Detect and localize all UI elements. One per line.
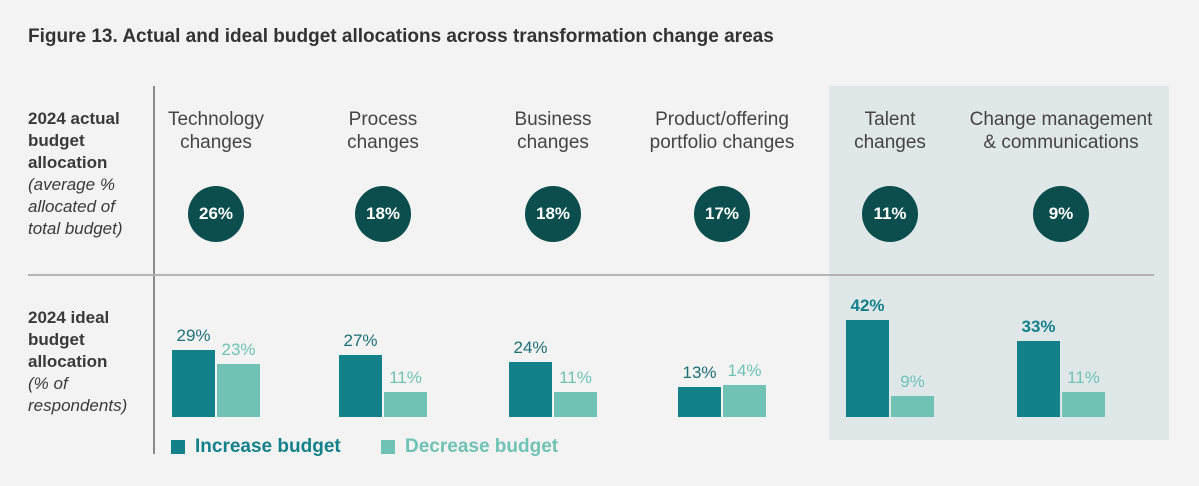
category-label-line: changes <box>347 132 419 153</box>
increase-bar <box>339 354 382 417</box>
row-label-actual: 2024 actual budget allocation (average %… <box>28 108 148 240</box>
figure-title: Figure 13. Actual and ideal budget alloc… <box>28 26 774 47</box>
legend-increase-swatch <box>171 440 185 454</box>
decrease-bar <box>554 391 597 417</box>
increase-bar <box>172 350 215 417</box>
row-label-actual-line: 2024 actual <box>28 109 120 128</box>
increase-bar <box>1017 340 1060 417</box>
category-label: Change management & communications <box>951 108 1171 154</box>
increase-value-label: 29% <box>176 326 211 346</box>
decrease-bar <box>723 384 766 417</box>
row-label-ideal-line: 2024 ideal <box>28 308 110 327</box>
category-label-line: Technology <box>167 109 265 130</box>
category-label: Product/offering portfolio changes <box>612 108 832 154</box>
actual-allocation-circle: 11% <box>862 186 918 242</box>
increase-bar <box>678 386 721 417</box>
decrease-bar <box>384 391 427 417</box>
legend-increase-label: Increase budget <box>195 436 341 457</box>
increase-value-label: 24% <box>513 337 548 357</box>
category-label-line: changes <box>854 132 926 153</box>
row-label-actual-line: allocation <box>28 153 108 172</box>
category-label-line: changes <box>517 132 589 153</box>
category-label-line: & communications <box>983 132 1139 153</box>
increase-bar <box>846 320 889 417</box>
category-label: Talent changes <box>780 108 1000 154</box>
legend-increase: Increase budget <box>171 436 341 458</box>
category-label-line: portfolio changes <box>649 132 795 153</box>
legend-decrease: Decrease budget <box>381 436 558 458</box>
increase-value-label: 33% <box>1021 316 1056 336</box>
decrease-bar <box>217 363 260 417</box>
category-label-line: Talent <box>864 109 916 130</box>
row-label-ideal-sub: (% of <box>28 374 68 393</box>
category-label-line: Business <box>514 109 592 130</box>
actual-allocation-circle: 18% <box>525 186 581 242</box>
actual-allocation-circle: 17% <box>694 186 750 242</box>
decrease-value-label: 11% <box>559 367 592 387</box>
row-label-ideal-line: budget <box>28 330 85 349</box>
increase-value-label: 42% <box>850 296 885 315</box>
actual-allocation-circle: 18% <box>355 186 411 242</box>
decrease-value-label: 14% <box>727 360 762 380</box>
actual-allocation-circle: 9% <box>1033 186 1089 242</box>
row-label-actual-line: budget <box>28 131 85 150</box>
category-label-line: Product/offering <box>655 109 789 130</box>
row-label-actual-sub: allocated of <box>28 197 115 216</box>
category-label-line: changes <box>180 132 252 153</box>
horizontal-divider <box>28 274 1154 276</box>
row-label-actual-sub: total budget) <box>28 219 123 238</box>
row-label-ideal-sub: respondents) <box>28 396 128 415</box>
decrease-bar <box>1062 391 1105 417</box>
row-label-ideal: 2024 ideal budget allocation (% of respo… <box>28 307 148 417</box>
decrease-bar <box>891 396 934 417</box>
vertical-divider <box>153 86 155 454</box>
increase-value-label: 13% <box>682 362 717 382</box>
category-label: Business changes <box>443 108 663 154</box>
legend-decrease-label: Decrease budget <box>405 436 559 457</box>
decrease-value-label: 23% <box>221 339 256 359</box>
decrease-value-label: 11% <box>389 367 422 387</box>
actual-allocation-circle: 26% <box>188 186 244 242</box>
row-label-ideal-line: allocation <box>28 352 108 371</box>
category-label-line: Process <box>348 109 418 130</box>
legend-decrease-swatch <box>381 440 395 454</box>
category-label-line: Change management <box>969 109 1153 130</box>
increase-value-label: 27% <box>343 330 378 350</box>
decrease-value-label: 11% <box>1067 367 1100 387</box>
category-label: Process changes <box>273 108 493 154</box>
increase-bar <box>509 361 552 417</box>
row-label-actual-sub: (average % <box>28 175 115 194</box>
category-label: Technology changes <box>106 108 326 154</box>
decrease-value-label: 9% <box>900 372 925 392</box>
